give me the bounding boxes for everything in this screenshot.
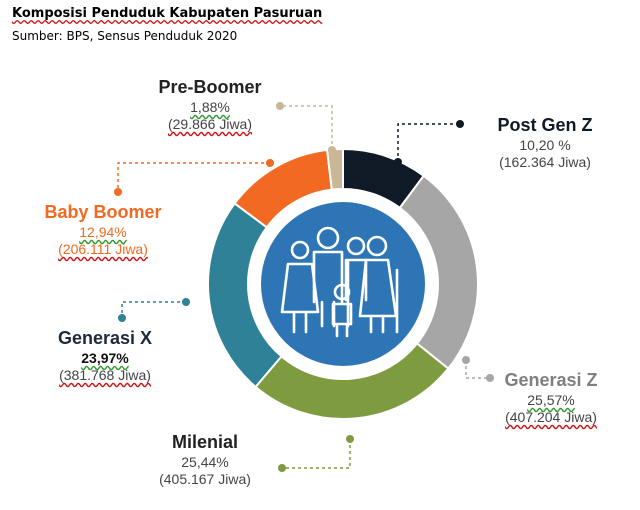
label-generasi-x: Generasi X 23,97% (381.768 Jiwa) <box>30 328 180 384</box>
legend-name-baby-boomer: Baby Boomer <box>44 202 162 222</box>
pct-milenial: 25,44% <box>181 453 229 470</box>
abs-pre-boomer: (29.866 Jiwa) <box>167 116 253 133</box>
legend-name-generasi-x: Generasi X <box>57 328 153 348</box>
pct-pre-boomer: 1,88% <box>190 98 230 115</box>
label-milenial: Milenial 25,44% (405.167 Jiwa) <box>130 432 280 488</box>
abs-baby-boomer: (206.111 Jiwa) <box>58 241 148 258</box>
label-generasi-z: Generasi Z 25,57% (407.204 Jiwa) <box>486 370 616 426</box>
abs-generasi-x: (381.768 Jiwa) <box>59 367 151 384</box>
pct-generasi-x: 23,97% <box>81 349 129 366</box>
leader-line-generasi-z <box>465 360 490 379</box>
pct-post-gen-z: 10,20 % <box>519 136 571 153</box>
legend-name-post-gen-z: Post Gen Z <box>497 115 593 135</box>
label-post-gen-z: Post Gen Z 10,20 % (162.364 Jiwa) <box>470 115 620 171</box>
leader-dot-generasi-x-start <box>182 298 190 306</box>
label-baby-boomer: Baby Boomer 12,94% (206.111 Jiwa) <box>28 202 178 258</box>
leader-dot-generasi-z-end <box>486 374 494 382</box>
chart-source: Sumber: BPS, Sensus Penduduk 2020 <box>12 29 238 43</box>
pct-baby-boomer: 12,94% <box>79 223 127 240</box>
leader-dot-baby-boomer-start <box>266 159 274 167</box>
abs-generasi-z: (407.204 Jiwa) <box>505 409 597 426</box>
chart-title: Komposisi Penduduk Kabupaten Pasuruan <box>12 6 323 21</box>
abs-milenial: (405.167 Jiwa) <box>159 471 251 488</box>
leader-dot-milenial-start <box>346 435 354 443</box>
leader-dot-pre-boomer-end <box>276 102 284 110</box>
legend-name-generasi-z: Generasi Z <box>504 370 598 390</box>
legend-name-pre-boomer: Pre-Boomer <box>158 77 262 97</box>
pct-generasi-z: 25,57% <box>527 391 575 408</box>
leader-dot-post-gen-z-end <box>456 120 464 128</box>
leader-dot-post-gen-z-start <box>394 158 402 166</box>
leader-line-generasi-x <box>121 301 186 318</box>
leader-line-milenial <box>282 439 351 469</box>
abs-post-gen-z: (162.364 Jiwa) <box>499 154 591 171</box>
leader-line-pre-boomer <box>280 105 333 150</box>
leader-dot-pre-boomer-start <box>328 146 336 154</box>
leader-line-post-gen-z <box>397 123 460 162</box>
family-generations-icon <box>280 226 399 338</box>
leader-dot-milenial-end <box>278 464 286 472</box>
legend-name-milenial: Milenial <box>171 432 238 452</box>
label-pre-boomer: Pre-Boomer 1,88% (29.866 Jiwa) <box>135 77 285 133</box>
leader-line-baby-boomer <box>117 162 270 192</box>
leader-dot-generasi-x-end <box>118 314 126 322</box>
leader-dot-generasi-z-start <box>462 356 470 364</box>
leader-dot-baby-boomer-end <box>114 188 122 196</box>
